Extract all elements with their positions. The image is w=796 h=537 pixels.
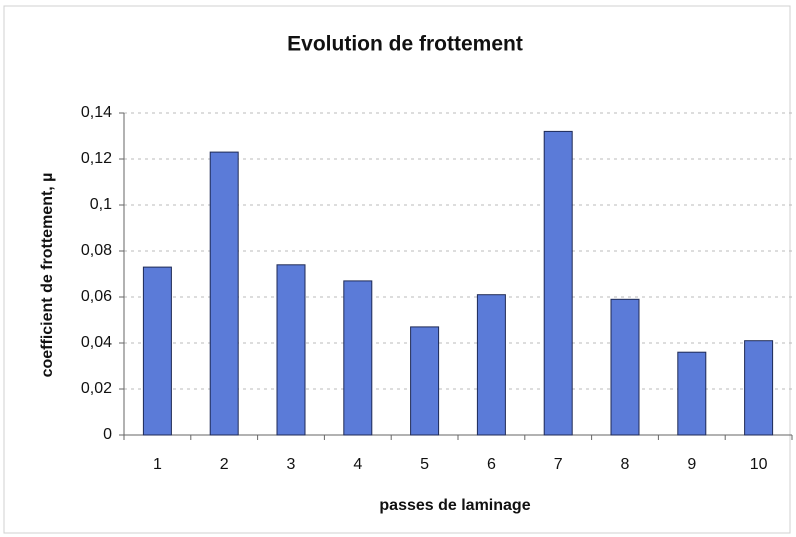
x-tick-label: 8 — [621, 456, 630, 473]
bar — [142, 266, 172, 436]
y-tick-label: 0,06 — [81, 288, 112, 305]
x-tick-label: 6 — [487, 456, 496, 473]
bar — [677, 351, 707, 436]
x-tick-label: 10 — [750, 456, 768, 473]
bar — [476, 294, 506, 436]
y-tick-label: 0,02 — [81, 380, 112, 397]
y-tick-label: 0,12 — [81, 150, 112, 167]
y-tick-label: 0,14 — [81, 104, 112, 121]
x-tick-label: 3 — [287, 456, 296, 473]
bar — [410, 326, 440, 436]
bar — [744, 340, 774, 436]
y-axis-label: coefficient de frottement, µ — [39, 173, 56, 378]
x-axis-label: passes de laminage — [379, 497, 530, 514]
x-tick-label: 5 — [420, 456, 429, 473]
bar — [343, 280, 373, 436]
y-tick-label: 0,04 — [81, 334, 112, 351]
x-tick-label: 9 — [687, 456, 696, 473]
x-tick-label: 7 — [554, 456, 563, 473]
chart-title: Evolution de frottement — [287, 33, 523, 56]
x-tick-label: 2 — [220, 456, 229, 473]
y-tick-label: 0,1 — [90, 196, 112, 213]
bar — [543, 130, 573, 436]
x-tick-label: 1 — [153, 456, 162, 473]
bar — [610, 298, 640, 436]
x-tick-label: 4 — [353, 456, 362, 473]
y-tick-label: 0,08 — [81, 242, 112, 259]
bar — [276, 264, 306, 436]
bar — [209, 151, 239, 436]
chart-frame — [3, 5, 791, 534]
y-tick-label: 0 — [103, 426, 112, 443]
